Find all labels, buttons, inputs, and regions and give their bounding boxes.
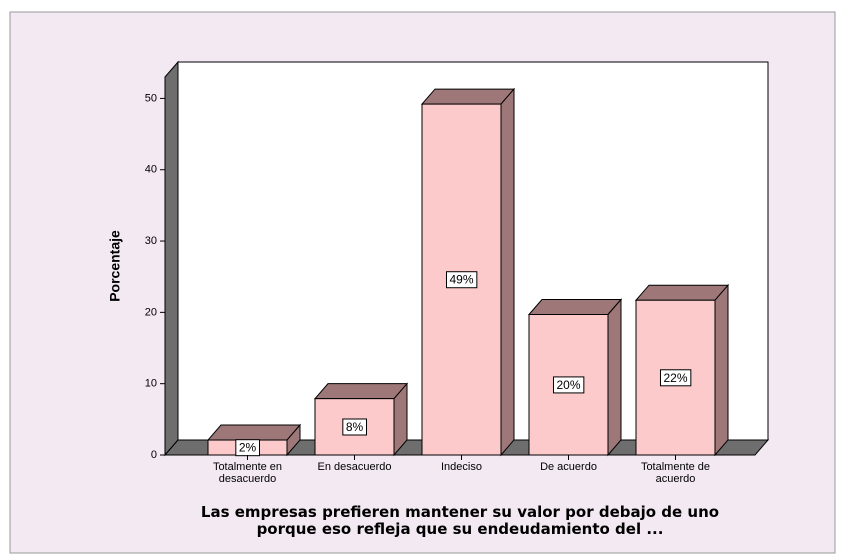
value-label-box	[659, 369, 692, 387]
y-tick-label: 30	[145, 235, 157, 247]
x-tick-label-box: Indeciso	[441, 461, 482, 473]
value-label: 8%	[346, 420, 364, 434]
x-axis-label: Las empresas prefieren mantener su valor…	[200, 504, 720, 538]
value-label: 22%	[663, 371, 687, 385]
x-tick-label: En desacuerdo	[317, 461, 392, 473]
x-tick-label: Totalmente de acuerdo	[640, 461, 711, 485]
x-tick-label: Indeciso	[441, 461, 482, 473]
bar-side	[500, 87, 515, 457]
value-label: 2%	[239, 441, 257, 455]
value-label: 49%	[449, 273, 473, 287]
y-tick-label: 40	[145, 164, 157, 176]
bar-top	[527, 298, 623, 315]
bar-top	[206, 424, 302, 441]
bar-top	[420, 88, 516, 105]
x-tick-label-box: Totalmente en desacuerdo	[212, 461, 283, 485]
y-tick-label: 10	[145, 378, 157, 390]
bar-side	[607, 298, 622, 457]
x-tick-label-box: De acuerdo	[540, 461, 597, 473]
y-tick-label: 0	[151, 449, 157, 461]
y-tick-label: 20	[145, 306, 157, 318]
bar-side	[714, 283, 729, 457]
value-label-box	[342, 418, 368, 436]
x-axis-label-box: Las empresas prefieren mantener su valor…	[200, 504, 720, 538]
bar-top	[634, 284, 730, 301]
y-tick-label: 50	[145, 92, 157, 104]
value-label-box	[445, 271, 478, 289]
bar-top	[313, 383, 409, 400]
value-label-box	[552, 376, 585, 394]
value-label: 20%	[556, 378, 580, 392]
y-axis-label: Porcentaje	[107, 230, 123, 302]
x-tick-label: Totalmente en desacuerdo	[212, 461, 283, 485]
x-tick-label: De acuerdo	[540, 461, 597, 473]
x-tick-label-box: Totalmente de acuerdo	[640, 461, 711, 485]
x-tick-label-box: En desacuerdo	[317, 461, 392, 473]
left-wall	[164, 60, 179, 457]
